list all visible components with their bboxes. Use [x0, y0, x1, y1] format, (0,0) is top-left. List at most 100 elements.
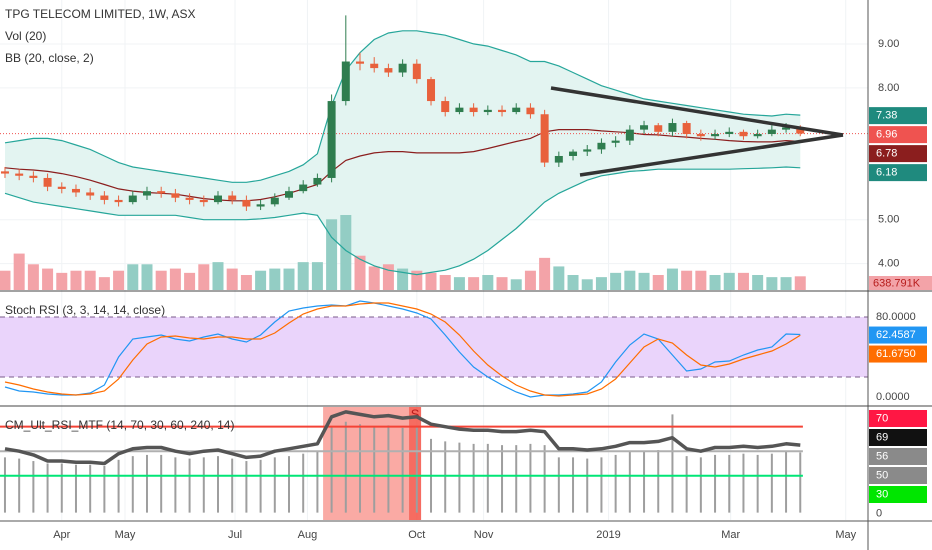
candle-body	[682, 123, 691, 135]
volume-bar	[56, 272, 68, 290]
band-line	[4, 30, 801, 183]
x-tick-label: Oct	[408, 529, 425, 541]
candle-body	[228, 195, 237, 200]
volume-bar	[766, 277, 778, 290]
signal-label: S	[411, 406, 420, 421]
candle-body	[427, 79, 436, 102]
price-label: 61.6750	[876, 348, 916, 360]
candle-body	[71, 188, 80, 193]
volume-bar	[42, 268, 54, 290]
candle-body	[15, 173, 24, 176]
price-label: 69	[876, 431, 888, 443]
volume-bar	[340, 215, 352, 290]
volume-bar	[27, 264, 39, 290]
price-label: 0	[876, 507, 882, 519]
candle-body	[285, 191, 294, 198]
volume-bar	[524, 270, 536, 290]
candle-body	[597, 142, 606, 150]
volume-bar	[70, 270, 82, 290]
volume-bar	[453, 277, 465, 290]
volume-bar	[113, 270, 125, 290]
candle-body	[114, 199, 123, 203]
volume-bar	[84, 270, 96, 290]
volume-bar	[780, 277, 792, 290]
volume-bar	[595, 277, 607, 290]
candle-body	[213, 195, 222, 203]
panel-title: CM_Ult_RSI_MTF (14, 70, 30, 60, 240, 14)	[5, 418, 234, 432]
series-line	[4, 302, 801, 397]
volume-bar	[737, 272, 749, 290]
y-tick-label: 80.0000	[876, 311, 916, 323]
volume-bar	[553, 266, 565, 290]
band-line	[4, 166, 801, 276]
indicator-label: Vol (20)	[5, 29, 46, 43]
volume-bar	[155, 270, 167, 290]
chart-title: TPG TELECOM LIMITED, 1W, ASX	[5, 7, 196, 21]
volume-bar	[326, 219, 338, 290]
candle-body	[725, 131, 734, 135]
volume-bar	[169, 268, 181, 290]
candle-body	[128, 195, 137, 203]
volume-bar	[539, 257, 551, 290]
volume-bar	[666, 268, 678, 290]
series-line	[4, 300, 801, 398]
price-label: 7.38	[876, 110, 897, 122]
candle-body	[540, 114, 549, 163]
signal-zone	[323, 407, 422, 520]
volume-bar	[567, 275, 579, 290]
y-tick-label: 0.0000	[876, 391, 910, 403]
candle-body	[498, 109, 507, 113]
candle-body	[57, 186, 66, 189]
price-label: 56	[876, 450, 888, 462]
candle-body	[384, 68, 393, 73]
x-tick-label: Jul	[228, 529, 242, 541]
volume-bar	[98, 277, 110, 290]
volume-bar	[439, 275, 451, 290]
candle-body	[270, 197, 279, 205]
price-label-box	[869, 448, 927, 465]
volume-bar	[354, 255, 366, 290]
price-label-box	[869, 107, 927, 125]
volume-bar	[624, 270, 636, 290]
price-label: 70	[876, 412, 888, 424]
price-label: 62.4587	[876, 329, 916, 341]
candle-body	[526, 107, 535, 115]
indicator-label: BB (20, close, 2)	[5, 51, 94, 65]
panel-title: Stoch RSI (3, 3, 14, 14, close)	[5, 303, 165, 317]
candle-body	[640, 125, 649, 130]
price-label: 30	[876, 488, 888, 500]
price-label-box	[869, 145, 927, 163]
x-tick-label: Mar	[721, 529, 740, 541]
volume-bar	[13, 253, 25, 290]
price-label: 6.96	[876, 129, 897, 141]
band-line	[4, 129, 801, 202]
candle-body	[583, 149, 592, 152]
candle-body	[782, 127, 791, 130]
candle-body	[625, 129, 634, 141]
volume-bar	[127, 264, 139, 290]
candle-body	[469, 107, 478, 113]
price-label-box	[869, 467, 927, 484]
volume-bar	[695, 270, 707, 290]
price-label-box	[869, 126, 927, 144]
candle-body	[441, 101, 450, 113]
volume-bar	[226, 268, 238, 290]
price-label: 6.18	[876, 167, 897, 179]
level-band	[0, 317, 868, 377]
candle-body	[739, 131, 748, 137]
volume-bar	[240, 275, 252, 290]
x-tick-label: Aug	[298, 529, 318, 541]
y-tick-label: 9.00	[878, 38, 899, 50]
volume-bar	[0, 270, 11, 290]
volume-bar	[425, 272, 437, 290]
candle-body	[370, 63, 379, 69]
price-label-box	[869, 486, 927, 503]
candle-body	[100, 195, 109, 200]
volume-bar	[681, 270, 693, 290]
candle-body	[256, 204, 265, 207]
candle-body	[611, 140, 620, 143]
candle-body	[554, 155, 563, 163]
candle-body	[483, 109, 492, 113]
